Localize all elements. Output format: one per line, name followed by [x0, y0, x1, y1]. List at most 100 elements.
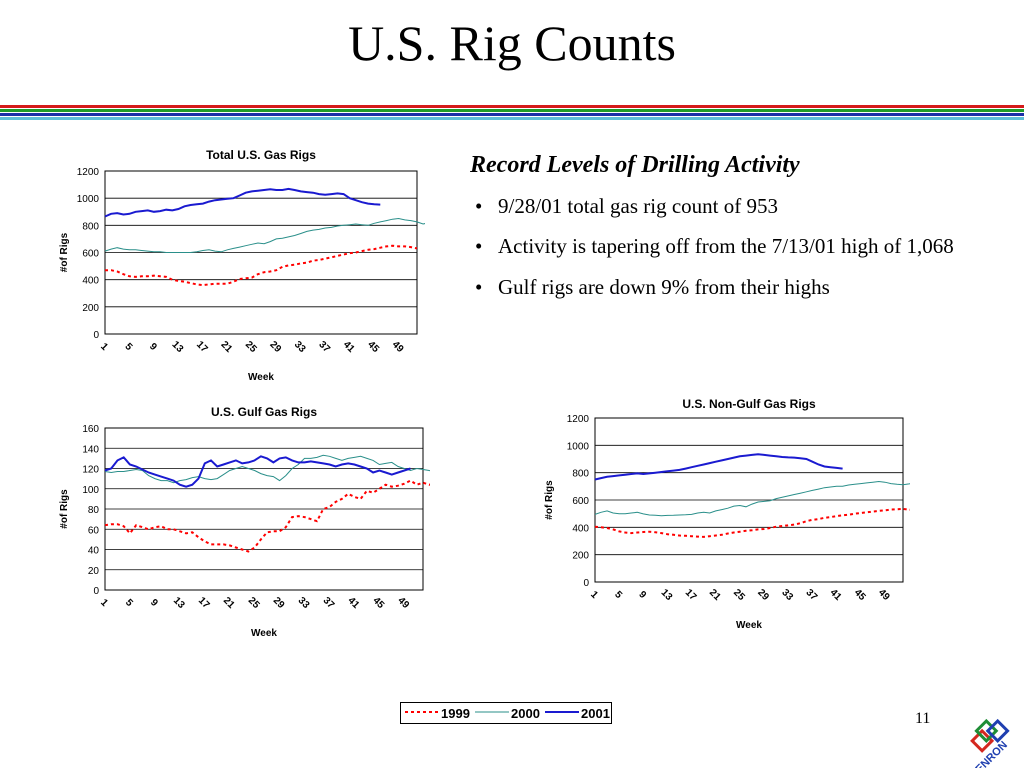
legend-label: 1999	[441, 706, 470, 721]
x-tick-label: 13	[170, 339, 186, 355]
y-tick-label: 200	[82, 303, 99, 314]
x-tick-label: 33	[296, 595, 312, 611]
x-tick-label: 37	[316, 339, 332, 355]
y-tick-label: 100	[82, 485, 99, 496]
stripe-blue	[0, 113, 1024, 116]
x-tick-label: 1	[588, 589, 600, 601]
slide-title: U.S. Rig Counts	[348, 15, 676, 71]
x-tick-label: 49	[876, 587, 892, 603]
series-line-2000	[594, 480, 910, 517]
plot-area	[594, 417, 904, 583]
y-tick-label: 160	[82, 424, 99, 435]
bullet-item: Activity is tapering off from the 7/13/0…	[470, 233, 970, 260]
y-tick-label: 40	[88, 546, 100, 557]
x-tick-label: 45	[365, 339, 381, 355]
bullet-panel: Record Levels of Drilling Activity 9/28/…	[470, 152, 970, 314]
y-tick-label: 800	[572, 469, 589, 480]
y-tick-label: 400	[572, 523, 589, 534]
chart-svg: U.S. Non-Gulf Gas Rigs 0 200 400 600 800 1000 1…	[544, 397, 910, 631]
title-divider-stripes	[0, 105, 1024, 120]
bullet-list: 9/28/01 total gas rig count of 953 Activ…	[470, 193, 970, 300]
x-tick-label: 33	[779, 587, 795, 603]
legend-label: 2001	[581, 706, 610, 721]
chart-legend: 1999 2000 2001	[400, 702, 612, 724]
series-line-2001	[594, 453, 843, 481]
x-tick-label: 5	[612, 589, 624, 601]
y-tick-label: 120	[82, 465, 99, 476]
y-axis-label: #of Rigs	[544, 480, 555, 520]
x-tick-label: 17	[194, 339, 210, 355]
x-axis-label: Week	[248, 372, 274, 383]
x-axis-label: Week	[736, 620, 762, 631]
plot-area	[104, 427, 424, 591]
x-tick-label: 49	[390, 339, 406, 355]
series-line-2001	[104, 187, 381, 218]
x-tick-label: 13	[659, 587, 675, 603]
y-tick-label: 80	[88, 505, 100, 516]
x-tick-label: 45	[852, 587, 868, 603]
x-tick-label: 29	[271, 595, 287, 611]
enron-logo: ENRON	[962, 708, 1022, 773]
y-tick-label: 200	[572, 551, 589, 562]
x-tick-label: 41	[341, 339, 357, 355]
x-tick-label: 45	[370, 595, 386, 611]
legend-svg: 1999 2000 2001	[405, 706, 610, 721]
y-tick-label: 60	[88, 525, 100, 536]
chart-svg: U.S. Gulf Gas Rigs 0 20 40 60 80 100 120 140 160 1…	[59, 405, 430, 639]
legend-label: 2000	[511, 706, 540, 721]
y-tick-label: 1200	[567, 414, 590, 425]
chart-total-gas-rigs: Total U.S. Gas Rigs 0 200 400 600 800 1000 1200…	[55, 143, 425, 388]
x-tick-label: 29	[267, 339, 283, 355]
x-axis-label: Week	[251, 628, 277, 639]
x-tick-label: 33	[292, 339, 308, 355]
chart-title: Total U.S. Gas Rigs	[206, 148, 316, 162]
y-axis-label: #of Rigs	[59, 489, 70, 529]
y-tick-label: 800	[82, 221, 99, 232]
x-tick-label: 25	[731, 587, 747, 603]
y-tick-label: 1200	[77, 167, 100, 178]
y-tick-label: 1000	[77, 194, 100, 205]
x-tick-label: 49	[395, 595, 411, 611]
page-number: 11	[915, 710, 931, 727]
y-tick-label: 20	[88, 566, 100, 577]
series-line-1999	[594, 507, 910, 538]
series-line-1999	[104, 479, 430, 553]
x-tick-label: 37	[804, 587, 820, 603]
x-tick-label: 13	[171, 595, 187, 611]
stripe-green	[0, 109, 1024, 112]
x-tick-label: 21	[221, 595, 237, 611]
chart-gulf-gas-rigs: U.S. Gulf Gas Rigs 0 20 40 60 80 100 120 140 160 1…	[55, 400, 430, 645]
stripe-cyan	[0, 117, 1024, 120]
x-tick-label: 9	[636, 589, 648, 601]
y-tick-label: 0	[93, 586, 99, 597]
x-tick-label: 41	[346, 595, 362, 611]
x-tick-label: 25	[243, 339, 259, 355]
y-tick-label: 400	[82, 276, 99, 287]
series-line-2000	[104, 217, 425, 253]
x-tick-label: 9	[148, 597, 160, 609]
bullet-item: Gulf rigs are down 9% from their highs	[470, 274, 970, 301]
y-tick-label: 0	[93, 330, 99, 341]
bullet-item: 9/28/01 total gas rig count of 953	[470, 193, 970, 220]
y-tick-label: 140	[82, 444, 99, 455]
chart-title: U.S. Gulf Gas Rigs	[211, 405, 317, 419]
y-axis-label: #of Rigs	[59, 232, 70, 272]
x-tick-label: 9	[147, 341, 159, 353]
stripe-red	[0, 105, 1024, 108]
x-tick-label: 37	[321, 595, 337, 611]
plot-area	[104, 170, 418, 335]
x-tick-label: 1	[98, 341, 110, 353]
x-tick-label: 5	[123, 341, 135, 353]
x-tick-label: 17	[683, 587, 699, 603]
svg-text:ENRON: ENRON	[973, 739, 1010, 768]
bullet-heading: Record Levels of Drilling Activity	[470, 152, 800, 178]
x-tick-label: 25	[246, 595, 262, 611]
y-tick-label: 1000	[567, 441, 590, 452]
x-tick-label: 29	[755, 587, 771, 603]
x-tick-label: 21	[218, 339, 234, 355]
y-tick-label: 600	[82, 249, 99, 260]
x-tick-label: 21	[707, 587, 723, 603]
chart-non-gulf-gas-rigs: U.S. Non-Gulf Gas Rigs 0 200 400 600 800 1000 1…	[540, 392, 910, 632]
x-tick-label: 1	[98, 597, 110, 609]
chart-svg: Total U.S. Gas Rigs 0 200 400 600 800 1000 1200…	[59, 148, 425, 383]
